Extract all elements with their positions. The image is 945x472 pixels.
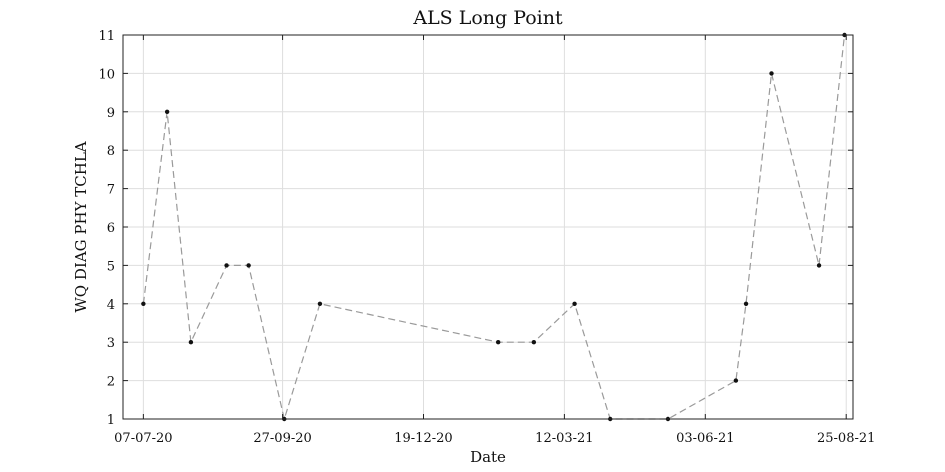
y-tick-label: 6 <box>107 221 115 236</box>
data-point <box>769 71 774 76</box>
data-point <box>572 301 577 306</box>
tick-layer: 1 2 3 4 5 6 7 8 9 10 11 07-07-20 27-09-20 19-12-20 12-… <box>98 29 875 446</box>
y-tick-label: 1 <box>107 413 115 428</box>
data-point <box>733 378 739 383</box>
x-tick-label: 27-09-20 <box>253 431 311 446</box>
x-axis-label: Date <box>470 448 506 466</box>
data-point <box>495 340 501 345</box>
data-point <box>141 301 146 306</box>
data-point <box>164 109 170 115</box>
data-point <box>816 263 822 268</box>
y-tick-label: 10 <box>98 67 115 82</box>
data-point <box>317 301 323 306</box>
x-tick-label: 07-07-20 <box>114 431 172 446</box>
data-point <box>743 301 749 306</box>
y-tick-label: 7 <box>107 183 115 198</box>
y-tick-label: 8 <box>107 144 115 159</box>
data-point <box>531 340 537 345</box>
y-tick-label: 5 <box>107 259 115 274</box>
chart-title: ALS Long Point <box>412 7 563 29</box>
y-tick-label: 11 <box>98 29 115 44</box>
series-layer <box>141 32 847 422</box>
x-tick-label: 03-06-21 <box>676 431 734 446</box>
y-tick-label: 2 <box>107 375 115 390</box>
data-point <box>246 263 251 268</box>
data-point <box>188 340 194 345</box>
y-tick-label: 4 <box>107 298 115 313</box>
grid-layer <box>123 34 853 420</box>
x-tick-label: 25-08-21 <box>817 431 875 446</box>
x-tick-label: 19-12-20 <box>394 431 452 446</box>
data-point <box>224 263 229 268</box>
y-tick-label: 9 <box>107 106 115 121</box>
x-tick-label: 12-03-21 <box>535 431 593 446</box>
y-tick-label: 3 <box>107 336 115 351</box>
y-axis-label: WQ DIAG PHY TCHLA <box>72 141 90 312</box>
